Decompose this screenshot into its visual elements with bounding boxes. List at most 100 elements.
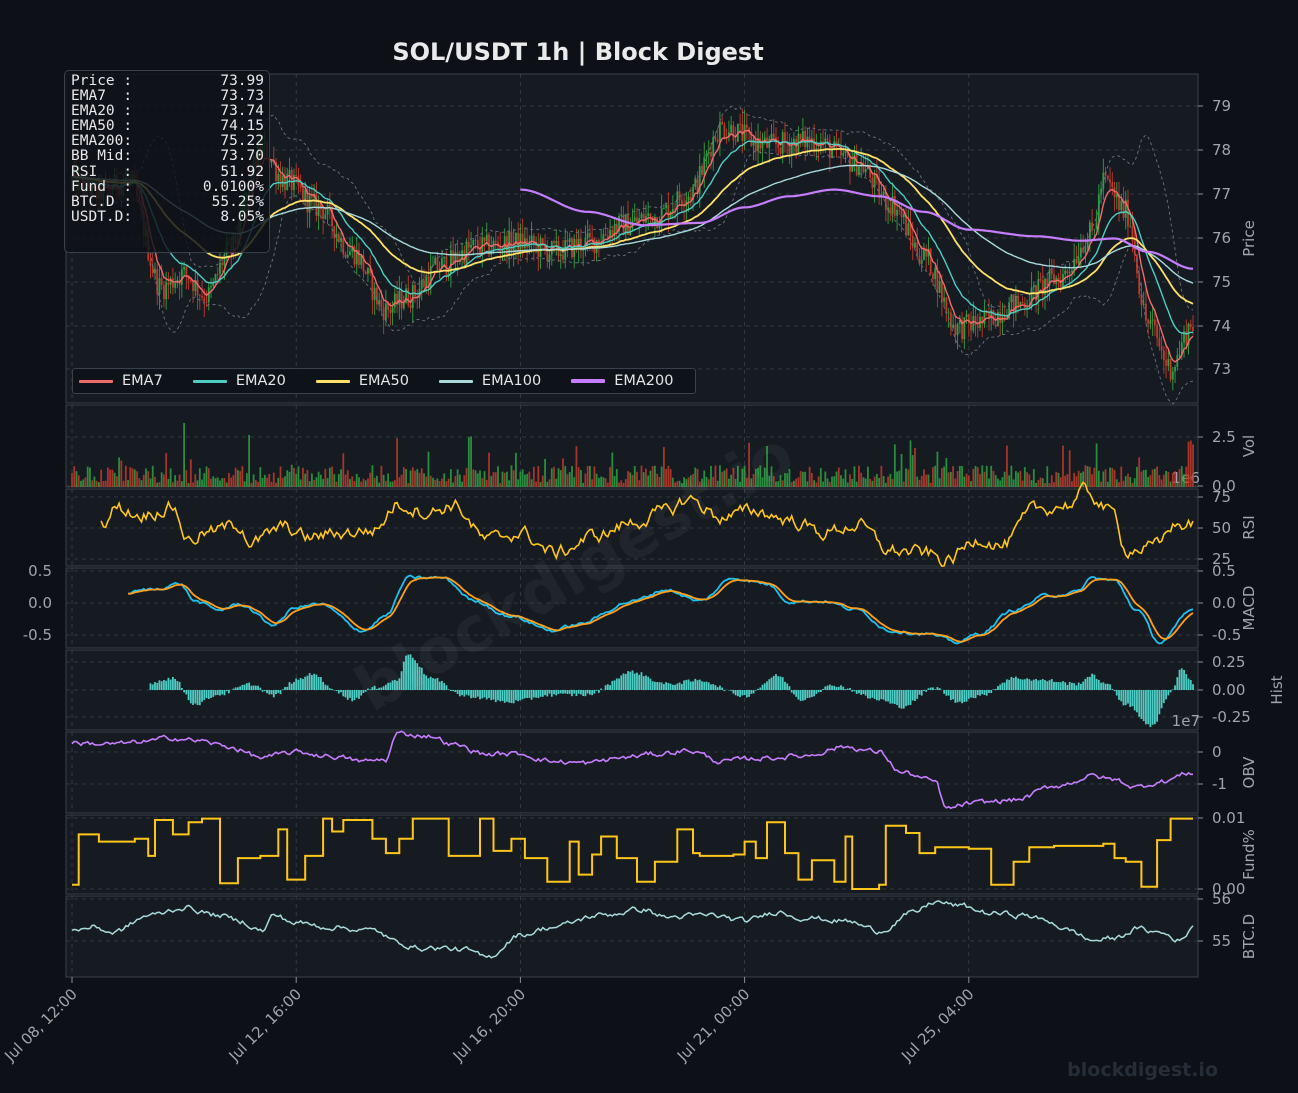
hist-bar: [243, 684, 246, 690]
hist-bar: [288, 682, 291, 690]
hist-bar: [167, 677, 170, 690]
hist-bar: [1080, 683, 1082, 690]
volume-bar: [817, 476, 820, 487]
hist-bar: [416, 663, 419, 690]
info-label: BB Mid:: [71, 148, 133, 165]
volume-bar: [241, 466, 244, 487]
candle-body: [1118, 194, 1120, 210]
hist-bar: [452, 690, 455, 692]
volume-bar: [660, 466, 663, 487]
hist-bar: [784, 681, 786, 690]
candle-body: [288, 169, 291, 175]
hist-bar: [1158, 690, 1161, 715]
volume-bar: [867, 466, 869, 487]
candle-body: [171, 278, 174, 288]
hist-bar: [943, 690, 946, 694]
volume-bar: [169, 468, 172, 487]
volume-bar: [689, 475, 692, 487]
candle-body: [1106, 175, 1109, 180]
hist-bar: [1066, 684, 1069, 690]
legend-label: EMA50: [358, 373, 409, 389]
hist-bar: [891, 690, 894, 704]
ema-legend: EMA7 EMA20 EMA50 EMA100 EMA200: [72, 368, 696, 394]
bb-upper: [114, 105, 1194, 311]
candle-body: [817, 148, 820, 150]
candle-body: [680, 200, 683, 206]
volume-bar: [230, 477, 233, 487]
hist-bar: [1129, 690, 1132, 707]
hist-bar: [815, 690, 818, 694]
volume-bar: [714, 465, 717, 487]
volume-bar: [326, 478, 329, 487]
hist-bar: [378, 687, 381, 690]
volume-bar: [680, 483, 683, 487]
volume-bar: [409, 470, 412, 487]
volume-bar: [703, 470, 706, 487]
candle-body: [893, 196, 896, 216]
candle-body: [752, 139, 755, 146]
candle-body: [562, 254, 564, 260]
hist-bar: [281, 689, 284, 690]
hist-bar: [376, 688, 378, 690]
volume-bar: [846, 482, 849, 487]
hist-bar: [678, 682, 681, 690]
tick-label-hist: 0.25: [1212, 653, 1245, 671]
volume-bar: [268, 473, 271, 487]
volume-bar: [102, 480, 105, 487]
hist-bar: [732, 690, 735, 694]
volume-bar: [319, 474, 322, 487]
volume-bar: [483, 471, 486, 487]
candle-body: [1178, 354, 1181, 356]
candle-body: [958, 319, 961, 324]
volume-bar: [216, 477, 219, 487]
candle-body: [382, 307, 385, 321]
candle-body: [622, 214, 625, 235]
candle-body: [310, 195, 313, 198]
volume-bar: [988, 478, 990, 487]
hist-bar: [530, 690, 533, 700]
hist-bar: [618, 678, 620, 690]
info-value: 73.73: [220, 88, 264, 105]
volume-bar: [299, 479, 302, 487]
volume-bar: [676, 481, 679, 487]
hist-bar: [582, 690, 585, 697]
hist-bar: [862, 690, 865, 694]
candle-body: [1151, 319, 1154, 321]
candle-body: [932, 273, 934, 280]
candle-body: [174, 283, 177, 288]
volume-bar: [772, 476, 775, 487]
volume-bar: [864, 478, 867, 487]
hist-bar: [597, 690, 600, 693]
hist-bar: [660, 682, 663, 690]
volume-bar: [674, 482, 676, 487]
candle-body: [1088, 222, 1091, 240]
volume-bar: [938, 478, 941, 487]
volume-bar: [721, 471, 724, 487]
volume-bar: [355, 473, 358, 487]
hist-bar: [636, 672, 638, 690]
volume-bar: [115, 476, 118, 487]
hist-bar: [768, 679, 771, 690]
hist-bar: [958, 690, 961, 702]
info-row: EMA200: 75.22: [71, 134, 264, 149]
hist-bar: [461, 690, 464, 696]
volume-bar: [862, 477, 865, 487]
info-value: 73.70: [220, 148, 264, 165]
volume-bar: [248, 434, 251, 487]
hist-bar: [676, 683, 679, 690]
volume-bar: [618, 482, 620, 487]
hist-bar: [875, 690, 878, 701]
candle-body: [1014, 296, 1017, 313]
volume-bar: [335, 481, 338, 487]
hist-bar: [562, 690, 564, 694]
volume-bar: [124, 465, 127, 487]
info-label: BTC.D :: [71, 193, 133, 210]
hist-bar: [669, 683, 672, 690]
hist-bar: [826, 685, 829, 690]
volume-bar: [1151, 469, 1154, 487]
volume-bar: [593, 466, 596, 487]
candle-body: [160, 278, 163, 286]
candle-body: [714, 137, 717, 140]
candle-body: [555, 241, 558, 244]
tick-label-obv: 0: [1212, 743, 1222, 761]
